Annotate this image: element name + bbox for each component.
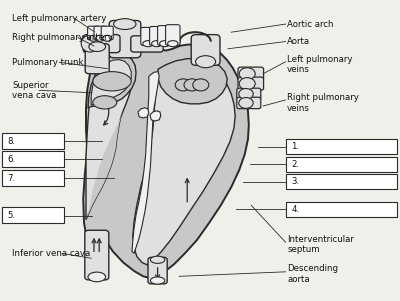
- Ellipse shape: [93, 72, 131, 91]
- Text: Inferior vena cava: Inferior vena cava: [12, 249, 90, 258]
- Ellipse shape: [103, 35, 112, 41]
- Text: 3.: 3.: [291, 177, 299, 186]
- Text: Aortic arch: Aortic arch: [287, 20, 334, 29]
- FancyBboxPatch shape: [94, 26, 106, 40]
- Text: Descending
aorta: Descending aorta: [287, 264, 338, 284]
- Ellipse shape: [239, 88, 253, 99]
- FancyBboxPatch shape: [85, 44, 109, 74]
- Text: Superior
vena cava: Superior vena cava: [12, 81, 56, 100]
- Polygon shape: [86, 111, 123, 220]
- Text: Aorta: Aorta: [287, 37, 310, 46]
- FancyBboxPatch shape: [83, 35, 120, 53]
- Ellipse shape: [184, 79, 200, 91]
- Text: Right pulmonary
veins: Right pulmonary veins: [287, 93, 359, 113]
- Ellipse shape: [168, 41, 178, 47]
- FancyBboxPatch shape: [148, 257, 167, 284]
- FancyBboxPatch shape: [141, 27, 155, 45]
- FancyBboxPatch shape: [238, 67, 264, 80]
- Polygon shape: [88, 54, 136, 108]
- Text: Pulmonary trunk: Pulmonary trunk: [12, 58, 84, 67]
- FancyBboxPatch shape: [101, 26, 113, 40]
- Bar: [2, 133, 64, 149]
- Bar: [286, 174, 397, 189]
- Text: Right pulmonary artery: Right pulmonary artery: [12, 33, 113, 42]
- Ellipse shape: [81, 35, 99, 52]
- Text: 7.: 7.: [7, 174, 15, 182]
- FancyBboxPatch shape: [88, 26, 100, 40]
- Text: Left pulmonary
veins: Left pulmonary veins: [287, 55, 353, 74]
- Text: Left pulmonary artery: Left pulmonary artery: [12, 14, 106, 23]
- FancyBboxPatch shape: [150, 26, 164, 45]
- Ellipse shape: [152, 41, 162, 47]
- Polygon shape: [158, 59, 227, 104]
- Ellipse shape: [196, 56, 216, 68]
- Ellipse shape: [89, 42, 106, 51]
- Text: 2.: 2.: [291, 160, 299, 169]
- Bar: [2, 151, 64, 167]
- FancyBboxPatch shape: [85, 230, 109, 280]
- FancyBboxPatch shape: [238, 77, 264, 90]
- Text: 8.: 8.: [7, 137, 15, 145]
- Polygon shape: [83, 44, 249, 278]
- Ellipse shape: [239, 78, 255, 90]
- Ellipse shape: [150, 277, 165, 284]
- Ellipse shape: [96, 35, 104, 41]
- Text: 5.: 5.: [7, 211, 15, 220]
- Bar: [2, 170, 64, 186]
- Polygon shape: [138, 108, 149, 118]
- Polygon shape: [86, 57, 132, 220]
- FancyBboxPatch shape: [191, 35, 220, 65]
- Bar: [286, 139, 397, 154]
- Ellipse shape: [160, 41, 170, 47]
- Text: Interventricular
septum: Interventricular septum: [287, 235, 354, 254]
- Polygon shape: [133, 61, 235, 265]
- Ellipse shape: [143, 41, 153, 47]
- FancyBboxPatch shape: [237, 88, 261, 100]
- Bar: [286, 157, 397, 172]
- FancyBboxPatch shape: [158, 26, 172, 45]
- FancyBboxPatch shape: [166, 25, 180, 45]
- Ellipse shape: [175, 79, 191, 91]
- Ellipse shape: [114, 19, 136, 29]
- Ellipse shape: [88, 272, 106, 282]
- FancyBboxPatch shape: [237, 97, 261, 109]
- Ellipse shape: [150, 256, 165, 263]
- Text: 6.: 6.: [7, 155, 15, 163]
- Bar: [286, 202, 397, 217]
- Text: 4.: 4.: [291, 205, 299, 214]
- Ellipse shape: [193, 79, 209, 91]
- FancyBboxPatch shape: [131, 36, 163, 52]
- Ellipse shape: [239, 68, 255, 80]
- Polygon shape: [150, 111, 161, 121]
- Polygon shape: [91, 60, 131, 105]
- Text: 1.: 1.: [291, 142, 299, 151]
- Polygon shape: [132, 72, 159, 253]
- FancyBboxPatch shape: [109, 20, 141, 58]
- Ellipse shape: [239, 98, 253, 108]
- Ellipse shape: [89, 35, 98, 41]
- Ellipse shape: [114, 42, 136, 55]
- Ellipse shape: [93, 96, 117, 109]
- Bar: [2, 207, 64, 223]
